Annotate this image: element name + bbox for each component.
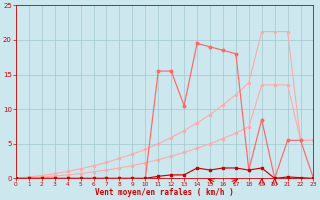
X-axis label: Vent moyen/en rafales ( km/h ): Vent moyen/en rafales ( km/h ) — [95, 188, 234, 197]
